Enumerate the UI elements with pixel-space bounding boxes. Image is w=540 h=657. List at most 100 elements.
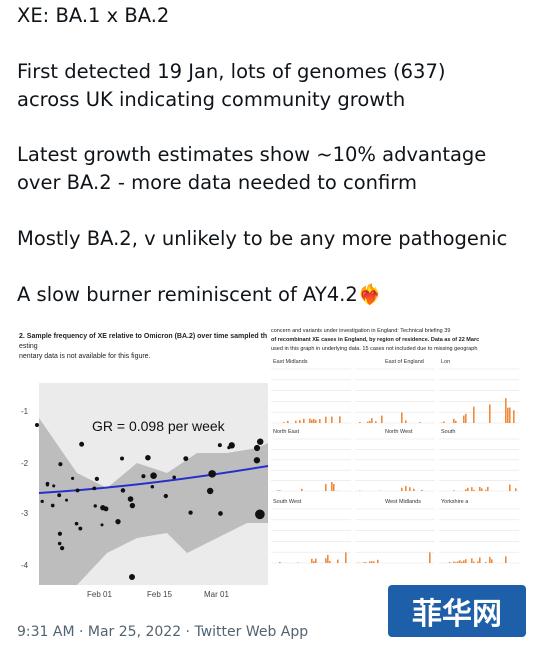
- tweet-line: Mostly BA.2, v unlikely to be any more p…: [17, 227, 508, 250]
- panel-bar: [491, 559, 493, 563]
- panel-bar: [315, 420, 317, 423]
- panel-bar: [467, 487, 469, 491]
- panel-bar: [367, 421, 369, 423]
- dot: [92, 486, 97, 491]
- tweet-line: Latest growth estimates show ~10% advant…: [17, 143, 487, 166]
- panel-label: East Midlands: [273, 359, 308, 365]
- panel-bar: [365, 562, 367, 563]
- panel-bar: [279, 561, 281, 563]
- panel-bar: [325, 416, 327, 423]
- dot: [120, 488, 126, 493]
- panel-bar: [471, 558, 473, 563]
- panel-label: Yorkshire a: [441, 499, 469, 505]
- dot: [255, 509, 265, 520]
- panel-bar: [327, 554, 329, 563]
- panel-bar: [329, 561, 331, 563]
- panel-bar: [513, 410, 515, 423]
- dot: [183, 456, 189, 462]
- y-label: -4: [21, 561, 29, 570]
- dot: [172, 475, 176, 480]
- dot: [50, 503, 55, 508]
- panel-bar: [405, 485, 407, 491]
- dot: [57, 493, 62, 498]
- panel-bar: [283, 422, 285, 423]
- dot: [78, 526, 83, 531]
- panel-bar: [299, 420, 301, 423]
- dot: [145, 454, 151, 461]
- x-label: Feb 01: [87, 590, 112, 599]
- dot: [115, 519, 121, 525]
- panel-bar: [295, 420, 297, 423]
- panel-bar: [479, 557, 481, 563]
- panel-bar: [287, 420, 289, 423]
- panel-bar: [465, 559, 467, 563]
- tweet-line: XE: BA.1 x BA.2: [17, 4, 170, 27]
- panel-bar: [333, 484, 335, 491]
- panel-bar: [371, 561, 373, 563]
- panel-bar: [311, 419, 313, 423]
- panel-bar: [465, 489, 467, 491]
- dot: [150, 484, 155, 489]
- dot: [120, 456, 125, 461]
- panel-bar: [279, 490, 281, 491]
- dot: [127, 496, 134, 502]
- panel-label: West Midlands: [385, 499, 421, 505]
- panel-bar: [459, 560, 461, 563]
- x-label: Mar 01: [204, 590, 229, 599]
- panel-label: Lon: [441, 359, 450, 365]
- panel-bar: [505, 398, 507, 423]
- y-label: -1: [21, 407, 29, 416]
- dot: [253, 444, 261, 452]
- media-card[interactable]: 2. Sample frequency of XE relative to Om…: [17, 323, 521, 607]
- x-label: Feb 15: [147, 590, 172, 599]
- dot: [94, 476, 100, 482]
- panel-label: South West: [273, 499, 302, 505]
- panel-bar: [421, 489, 423, 491]
- panel-bar: [369, 420, 371, 423]
- panel-bar: [409, 487, 411, 491]
- panel-bar: [515, 488, 517, 491]
- panel-bar: [477, 561, 479, 563]
- dot: [71, 476, 75, 480]
- panel-bar: [455, 562, 457, 563]
- dot: [141, 474, 146, 479]
- dot: [93, 504, 97, 508]
- panel-bar: [401, 487, 403, 491]
- panel-bar: [465, 413, 467, 423]
- left-image: 2. Sample frequency of XE relative to Om…: [19, 333, 269, 599]
- dot: [228, 442, 235, 449]
- image-header: esting: [19, 343, 38, 350]
- panel-bar: [505, 556, 507, 563]
- tweet-line: over BA.2 - more data needed to confirm: [17, 171, 417, 194]
- dot: [74, 521, 79, 526]
- y-label: -3: [21, 509, 29, 518]
- panel-bar: [371, 418, 373, 423]
- panel-bar: [455, 420, 457, 423]
- tweet-line: across UK indicating community growth: [17, 88, 406, 111]
- panel-bar: [373, 561, 375, 563]
- panel-bar: [405, 420, 407, 423]
- dot: [150, 472, 157, 479]
- panel-bar: [471, 487, 473, 491]
- fit-line: [38, 465, 269, 494]
- dot: [52, 484, 56, 488]
- dot: [129, 574, 135, 580]
- image-header: 2. Sample frequency of XE relative to Om…: [19, 333, 267, 340]
- panel-bar: [331, 482, 333, 491]
- image-header: used in this graph in underlying data. 1…: [271, 346, 477, 352]
- panel-bar: [413, 488, 415, 491]
- timestamp[interactable]: 9:31 AM · Mar 25, 2022 · Twitter Web App: [17, 624, 309, 640]
- panel-bar: [463, 560, 465, 563]
- panel-bar: [473, 489, 475, 491]
- panel-label: North West: [385, 429, 413, 435]
- dot: [129, 502, 136, 509]
- panel-bar: [489, 404, 491, 423]
- panel-bar: [473, 406, 475, 423]
- panel-bar: [337, 559, 339, 563]
- panel-bar: [463, 415, 465, 423]
- panel-bar: [443, 421, 445, 423]
- dot: [253, 457, 261, 464]
- dot: [217, 443, 222, 448]
- panel-bar: [489, 556, 491, 563]
